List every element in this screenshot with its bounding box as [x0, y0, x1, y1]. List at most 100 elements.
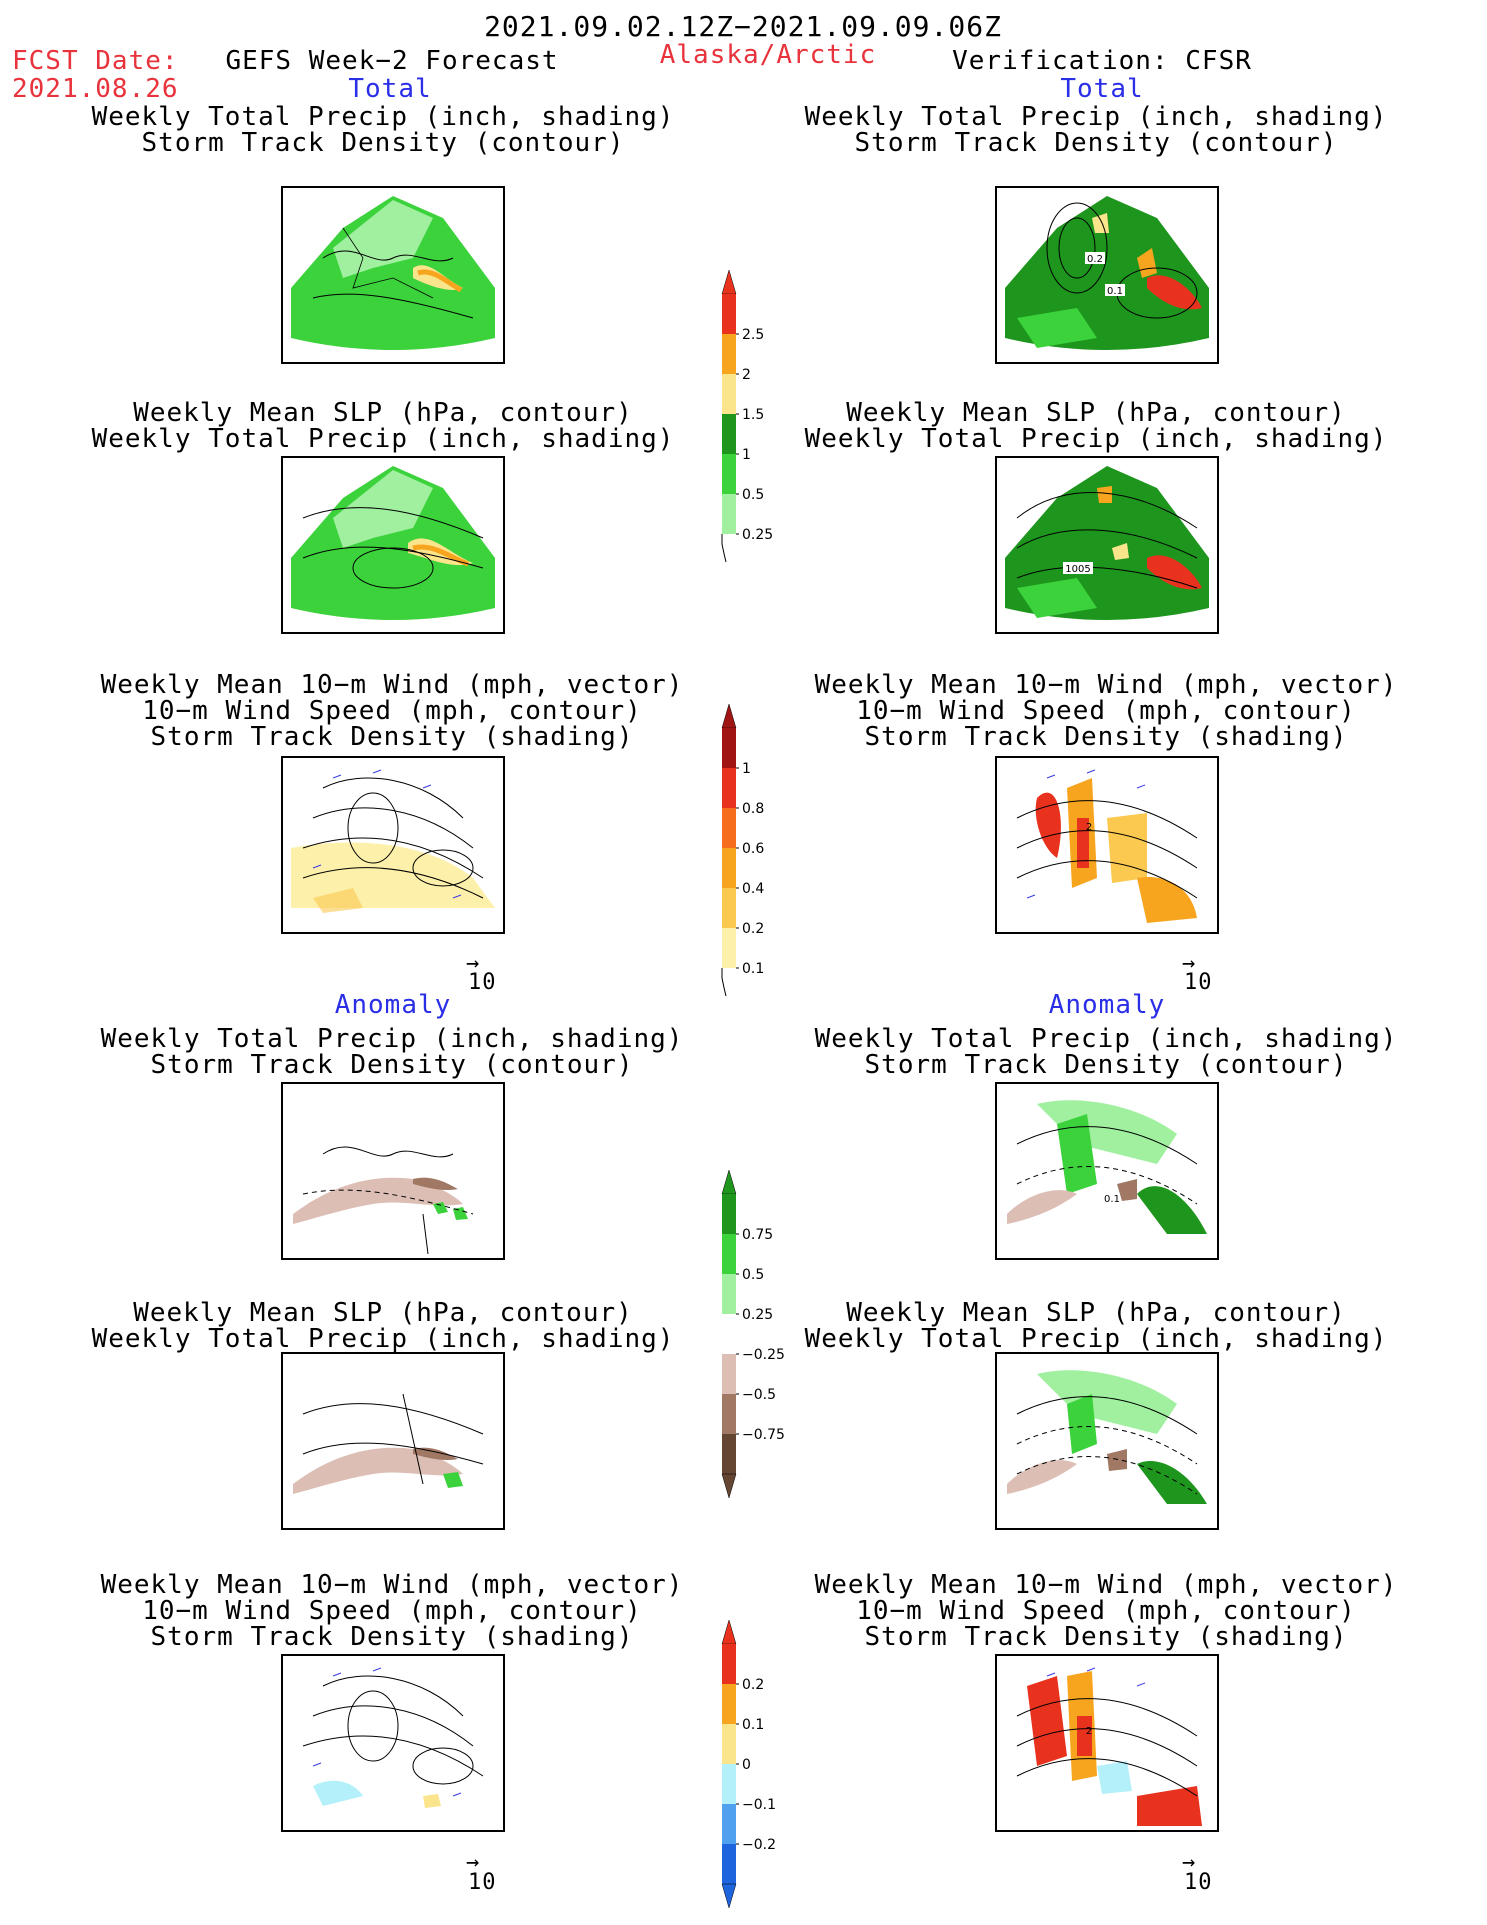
- vector-arrow-icon: →: [466, 1850, 480, 1875]
- colorbar-bottom-triangle: [721, 1473, 737, 1499]
- colorbar-segment: [722, 414, 736, 454]
- colorbar-label: 0.25: [742, 1307, 773, 1323]
- colorbar-label: 2.5: [742, 327, 764, 343]
- panel-title-line2: Storm Track Density (contour): [150, 1050, 634, 1080]
- panel-title-line1: Weekly Total Precip (inch, shading): [100, 1024, 684, 1054]
- colorbar-segment: [722, 928, 736, 968]
- panel-title-line1: Weekly Mean 10−m Wind (mph, vector): [100, 1570, 684, 1600]
- date-range-title: 2021.09.02.12Z−2021.09.09.06Z: [484, 10, 1002, 43]
- panel-title-line2: Weekly Total Precip (inch, shading): [804, 424, 1388, 454]
- colorbar-segment: [722, 848, 736, 888]
- panel-title-line2: 10−m Wind Speed (mph, contour): [142, 1596, 642, 1626]
- contour-label: 1005: [1065, 564, 1090, 575]
- colorbar-segment: [722, 1724, 736, 1764]
- colorbar-segment: [722, 1434, 736, 1474]
- colorbar-label: 0.1: [742, 961, 764, 977]
- panel-title-line1: Weekly Mean 10−m Wind (mph, vector): [814, 1570, 1398, 1600]
- colorbar-label: −0.2: [742, 1837, 776, 1853]
- colorbar-segment: [722, 888, 736, 928]
- colorbar-segment: [722, 1194, 736, 1234]
- contour-label: 0.1: [1107, 286, 1123, 297]
- colorbar-segment: [722, 1314, 736, 1354]
- colorbar-segment: [722, 1644, 736, 1684]
- panel-title-line1: Weekly Mean SLP (hPa, contour): [133, 1298, 633, 1328]
- panel-title-line2: 10−m Wind Speed (mph, contour): [142, 696, 642, 726]
- map-verification-total-slp-precip: 1005: [995, 456, 1219, 634]
- colorbar-label: 2: [742, 367, 751, 383]
- section-total-left: Total: [348, 74, 432, 104]
- colorbar-segment: [722, 1684, 736, 1724]
- colorbar-label: 0.75: [742, 1227, 773, 1243]
- colorbar-precip-anomaly: 0.75 0.5 0.25 −0.25 −0.5 −0.75: [720, 1168, 800, 1508]
- colorbar-tail: [721, 968, 727, 997]
- colorbar-top-triangle: [721, 703, 737, 729]
- vector-arrow-icon: →: [1182, 951, 1196, 976]
- panel-title-line3: Storm Track Density (shading): [864, 722, 1348, 752]
- colorbar-label: −0.75: [742, 1427, 785, 1443]
- panel-title-line2: 10−m Wind Speed (mph, contour): [856, 696, 1356, 726]
- panel-title-line2: 10−m Wind Speed (mph, contour): [856, 1596, 1356, 1626]
- colorbar-segment: [722, 454, 736, 494]
- colorbar-label: 0.5: [742, 487, 764, 503]
- colorbar-segment: [722, 374, 736, 414]
- map-forecast-total-slp-precip: [281, 456, 505, 634]
- section-total-right: Total: [1060, 74, 1144, 104]
- colorbar-svg: 2.5 2 1.5 1 0.5 0.25: [721, 269, 773, 563]
- section-anomaly-right: Anomaly: [1048, 990, 1166, 1020]
- map-forecast-anomaly-wind-storm: [281, 1654, 505, 1832]
- colorbar-segment: [722, 294, 736, 334]
- map-forecast-total-precip-storm: [281, 186, 505, 364]
- colorbar-label: −0.25: [742, 1347, 785, 1363]
- section-anomaly-left: Anomaly: [334, 990, 452, 1020]
- product-title: GEFS Week−2 Forecast: [225, 46, 559, 76]
- colorbar-segment: [722, 808, 736, 848]
- vector-arrow-icon: →: [466, 951, 480, 976]
- colorbar-label: 0: [742, 1757, 751, 1773]
- colorbar-segment: [722, 1234, 736, 1274]
- colorbar-tail: [721, 534, 727, 563]
- colorbar-label: 0.8: [742, 801, 764, 817]
- colorbar-segment: [722, 1844, 736, 1884]
- contour-label: 2: [1086, 1726, 1092, 1737]
- fcst-date-label: FCST Date:: [12, 46, 179, 76]
- colorbar-label: −0.1: [742, 1797, 776, 1813]
- colorbar-segment: [722, 1764, 736, 1804]
- panel-title-line1: Weekly Mean SLP (hPa, contour): [846, 1298, 1346, 1328]
- colorbar-segment: [722, 1804, 736, 1844]
- colorbar-label: 0.2: [742, 921, 764, 937]
- colorbar-precip-total: 2.5 2 1.5 1 0.5 0.25: [720, 268, 800, 572]
- map-forecast-anomaly-slp-precip: [281, 1352, 505, 1530]
- colorbar-segment: [722, 334, 736, 374]
- region-title: Alaska/Arctic: [659, 40, 877, 70]
- colorbar-label: 1: [742, 447, 751, 463]
- verification-title: Verification: CFSR: [952, 46, 1252, 76]
- panel-title-line1: Weekly Mean 10−m Wind (mph, vector): [814, 670, 1398, 700]
- fcst-date-value: 2021.08.26: [12, 74, 179, 104]
- colorbar-label: 0.1: [742, 1717, 764, 1733]
- colorbar-segment: [722, 728, 736, 768]
- panel-title-line2: Storm Track Density (contour): [141, 128, 625, 158]
- colorbar-segment: [722, 1274, 736, 1314]
- vector-reference: 10: [468, 1870, 497, 1895]
- colorbar-storm-anomaly: 0.2 0.1 0 −0.1 −0.2: [720, 1618, 800, 1918]
- panel-title-line2: Weekly Total Precip (inch, shading): [804, 1324, 1388, 1354]
- map-verification-anomaly-slp-precip: [995, 1352, 1219, 1530]
- panel-title-line1: Weekly Mean SLP (hPa, contour): [133, 398, 633, 428]
- vector-reference: 10: [1184, 1870, 1213, 1895]
- panel-title-line1: Weekly Total Precip (inch, shading): [804, 102, 1388, 132]
- panel-title-line2: Weekly Total Precip (inch, shading): [91, 1324, 675, 1354]
- colorbar-svg: 0.2 0.1 0 −0.1 −0.2: [721, 1619, 776, 1909]
- colorbar-label: 0.5: [742, 1267, 764, 1283]
- map-forecast-total-wind-storm: [281, 756, 505, 934]
- colorbar-segment: [722, 768, 736, 808]
- map-verification-total-wind-storm: 2: [995, 756, 1219, 934]
- colorbar-label: 0.2: [742, 1677, 764, 1693]
- panel-title-line1: Weekly Total Precip (inch, shading): [91, 102, 675, 132]
- vector-arrow-icon: →: [1182, 1850, 1196, 1875]
- colorbar-label: 1.5: [742, 407, 764, 423]
- map-verification-anomaly-wind-storm: 2: [995, 1654, 1219, 1832]
- contour-label: 0.1: [1104, 1194, 1120, 1205]
- colorbar-top-triangle: [721, 1169, 737, 1195]
- panel-title-line1: Weekly Mean SLP (hPa, contour): [846, 398, 1346, 428]
- colorbar-segment: [722, 1354, 736, 1394]
